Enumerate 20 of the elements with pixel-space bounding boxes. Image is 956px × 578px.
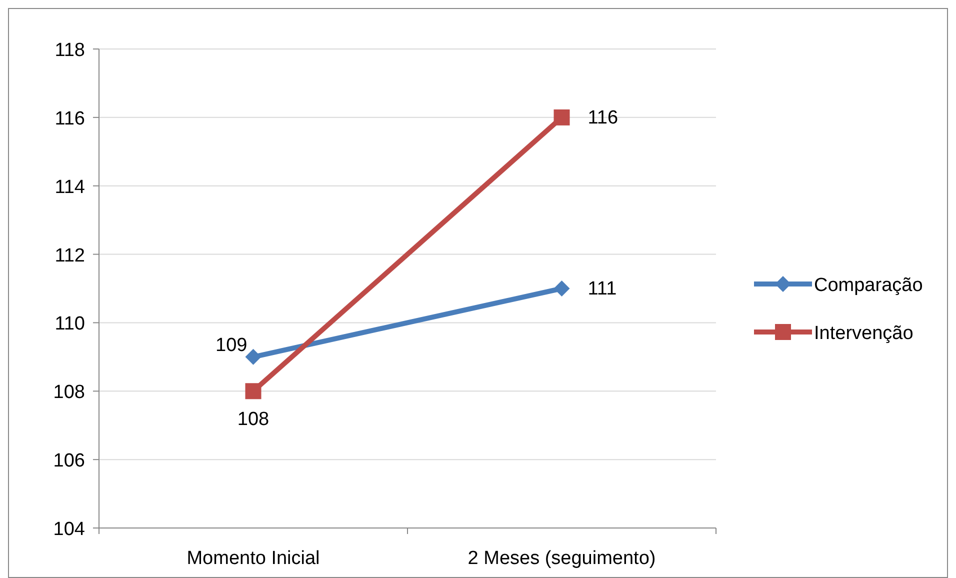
legend-label: Comparação: [814, 275, 923, 296]
y-tick-label: 116: [54, 108, 85, 130]
point: [554, 280, 570, 296]
data-label: 108: [237, 409, 270, 430]
data-label: 116: [588, 107, 618, 128]
y-tick-label: 114: [54, 176, 86, 198]
legend-label: Intervenção: [814, 323, 914, 344]
point: [554, 109, 570, 126]
y-tick-label: 110: [54, 314, 85, 335]
point: [245, 348, 262, 365]
x-tick-label: Momento Inicial: [186, 548, 320, 569]
y-tick-label: 112: [54, 245, 85, 266]
data-label: 109: [216, 334, 248, 356]
y-tick-label: 118: [54, 40, 85, 61]
point: [245, 383, 262, 400]
x-tick-label: 2 Meses (seguimento): [468, 548, 656, 569]
data-label: 111: [588, 278, 617, 300]
y-tick-label: 108: [53, 382, 85, 404]
y-tick-label: 106: [53, 450, 85, 472]
y-tick-label: 104: [53, 519, 86, 540]
